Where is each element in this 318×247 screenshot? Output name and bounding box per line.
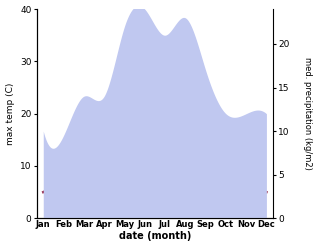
X-axis label: date (month): date (month) <box>119 231 191 242</box>
Y-axis label: med. precipitation (kg/m2): med. precipitation (kg/m2) <box>303 57 313 170</box>
Y-axis label: max temp (C): max temp (C) <box>5 82 15 145</box>
